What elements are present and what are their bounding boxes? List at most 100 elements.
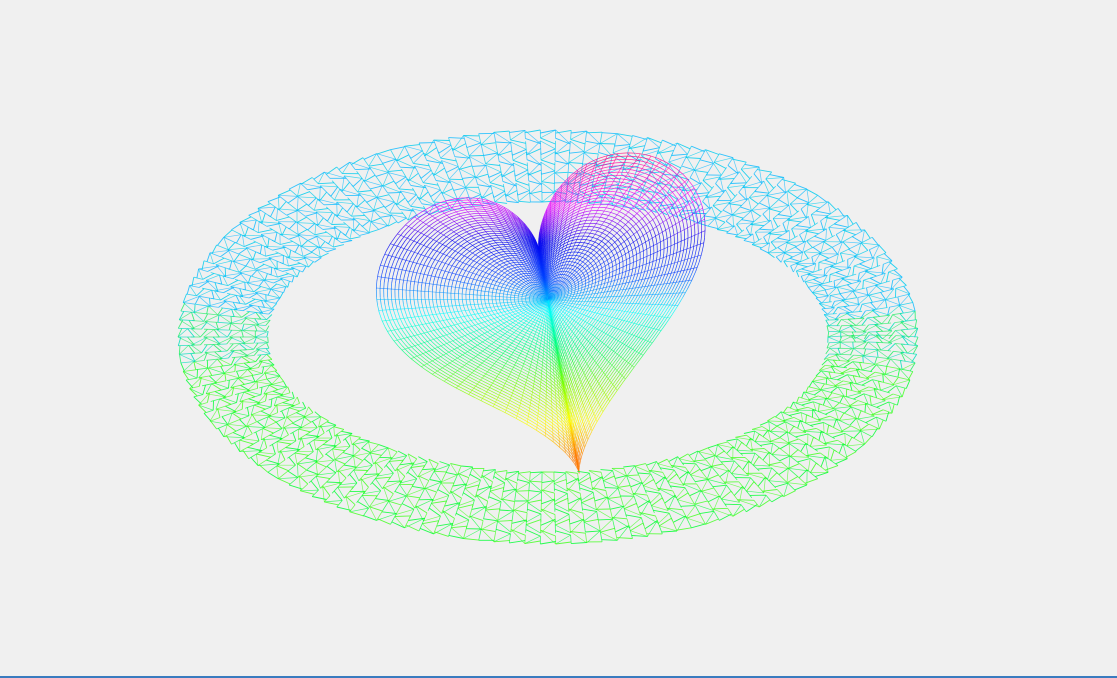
wire-segment <box>382 158 396 164</box>
wire-segment <box>647 137 662 144</box>
wire-segment <box>582 162 597 165</box>
wire-segment <box>326 166 338 175</box>
wire-segment <box>787 188 807 192</box>
wire-segment <box>245 298 256 305</box>
wire-segment <box>223 300 240 304</box>
wire-segment <box>554 160 569 165</box>
wire-segment <box>236 234 242 244</box>
wire-segment <box>311 177 319 184</box>
wire-segment <box>772 218 779 228</box>
wire-segment <box>230 281 245 287</box>
wire-segment <box>528 169 542 176</box>
wire-segment <box>194 296 200 305</box>
wire-segment <box>275 251 290 259</box>
wire-segment <box>795 263 808 268</box>
wire-segment <box>278 189 291 196</box>
wire-segment <box>770 220 774 231</box>
wire-segment <box>510 130 525 141</box>
wire-segment <box>334 189 341 201</box>
wire-segment <box>718 178 735 180</box>
wire-segment <box>802 241 807 253</box>
wire-segment <box>841 297 857 301</box>
wire-segment <box>510 139 526 144</box>
wire-segment <box>634 201 651 208</box>
wire-segment <box>813 252 821 265</box>
wire-segment <box>643 147 660 152</box>
wire-segment <box>231 229 246 237</box>
wire-segment <box>866 287 869 296</box>
wire-segment <box>202 287 218 292</box>
wire-segment <box>182 293 187 303</box>
wire-segment <box>741 219 754 223</box>
wire-segment <box>308 261 314 268</box>
wire-segment <box>275 297 281 304</box>
wire-segment <box>287 280 290 288</box>
wire-segment <box>441 191 446 201</box>
wire-segment <box>691 194 708 199</box>
wire-segment <box>855 222 863 232</box>
wire-segment <box>273 278 283 284</box>
wire-segment <box>230 317 247 324</box>
wire-segment <box>844 290 854 300</box>
wire-segment <box>315 211 328 222</box>
wire-segment <box>576 193 579 203</box>
wire-segment <box>245 258 251 267</box>
wire-segment <box>226 336 233 345</box>
wire-segment <box>759 194 768 204</box>
wire-segment <box>364 166 370 182</box>
wire-segment <box>870 257 875 269</box>
wire-segment <box>362 213 372 223</box>
wire-segment <box>827 307 835 315</box>
wire-segment <box>524 130 526 139</box>
wire-segment <box>777 247 785 253</box>
wire-segment <box>713 153 720 163</box>
wire-segment <box>656 139 663 154</box>
wire-segment <box>412 208 428 213</box>
wire-segment <box>376 153 396 160</box>
wire-segment <box>241 311 250 318</box>
wire-segment <box>803 251 809 259</box>
wire-segment <box>291 265 307 268</box>
wire-segment <box>842 241 862 244</box>
wire-segment <box>209 298 211 307</box>
wire-segment <box>177 319 184 329</box>
wire-segment <box>319 191 327 202</box>
wire-segment <box>836 319 842 326</box>
wire-segment <box>179 311 192 320</box>
wire-segment <box>827 336 841 343</box>
wire-segment <box>807 268 822 275</box>
wire-segment <box>388 172 406 178</box>
wire-segment <box>206 252 211 262</box>
wire-segment <box>241 317 247 325</box>
wire-segment <box>826 342 830 349</box>
wire-segment <box>759 219 772 230</box>
wire-segment <box>296 222 299 235</box>
wire-segment <box>466 142 481 148</box>
wire-segment <box>892 314 905 322</box>
wire-segment <box>493 130 510 133</box>
wire-segment <box>257 206 276 209</box>
wire-segment <box>526 159 542 166</box>
wire-segment <box>214 282 219 292</box>
wire-segment <box>852 236 863 243</box>
wire-segment <box>298 196 317 199</box>
wire-segment <box>373 197 378 211</box>
wire-segment <box>258 312 267 320</box>
wire-segment <box>767 194 771 208</box>
wire-segment <box>338 161 350 170</box>
wire-segment <box>614 133 618 147</box>
wire-segment <box>600 143 616 145</box>
wire-segment <box>729 202 733 216</box>
wire-segment <box>823 268 826 277</box>
wire-segment <box>837 306 850 313</box>
wire-segment <box>868 249 874 259</box>
wire-segment <box>426 159 443 164</box>
wire-segment <box>598 151 613 157</box>
wire-segment <box>202 273 215 280</box>
wire-segment <box>506 200 519 204</box>
wire-segment <box>874 324 883 332</box>
wire-segment <box>821 295 829 304</box>
wire-segment <box>641 155 654 165</box>
